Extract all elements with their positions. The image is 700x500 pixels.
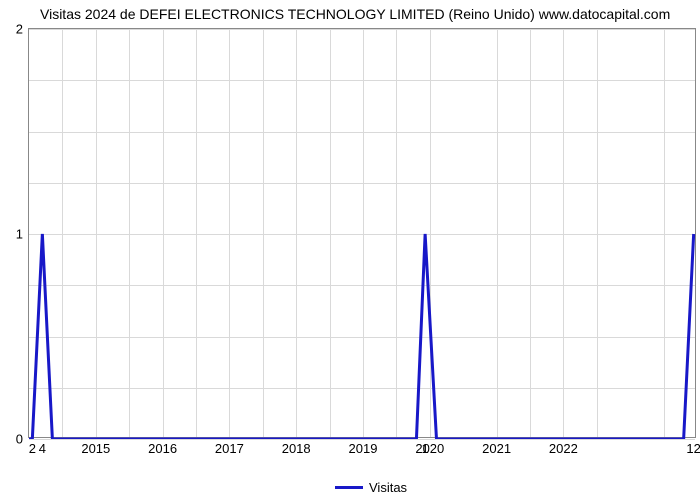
chart-container: Visitas 2024 de DEFEI ELECTRONICS TECHNO… <box>0 0 700 500</box>
data-point-label: 4 <box>39 437 46 456</box>
ytick-label: 2 <box>16 22 29 37</box>
data-point-label: 2 <box>29 437 36 456</box>
data-point-label: 12 <box>686 437 700 456</box>
xtick-label: 2016 <box>148 437 177 456</box>
legend: Visitas <box>335 480 407 495</box>
plot-area: 0122015201620172018201920202021202224112 <box>28 28 696 438</box>
legend-line <box>335 486 363 489</box>
ytick-label: 0 <box>16 432 29 447</box>
xtick-label: 2022 <box>549 437 578 456</box>
xtick-label: 2021 <box>482 437 511 456</box>
data-point-label: 1 <box>421 437 428 456</box>
xtick-label: 2019 <box>349 437 378 456</box>
xtick-label: 2015 <box>81 437 110 456</box>
chart-title: Visitas 2024 de DEFEI ELECTRONICS TECHNO… <box>40 6 670 22</box>
ytick-label: 1 <box>16 227 29 242</box>
legend-label: Visitas <box>369 480 407 495</box>
series-svg <box>29 29 697 439</box>
xtick-label: 2018 <box>282 437 311 456</box>
xtick-label: 2017 <box>215 437 244 456</box>
xtick-label: 2020 <box>415 437 444 456</box>
